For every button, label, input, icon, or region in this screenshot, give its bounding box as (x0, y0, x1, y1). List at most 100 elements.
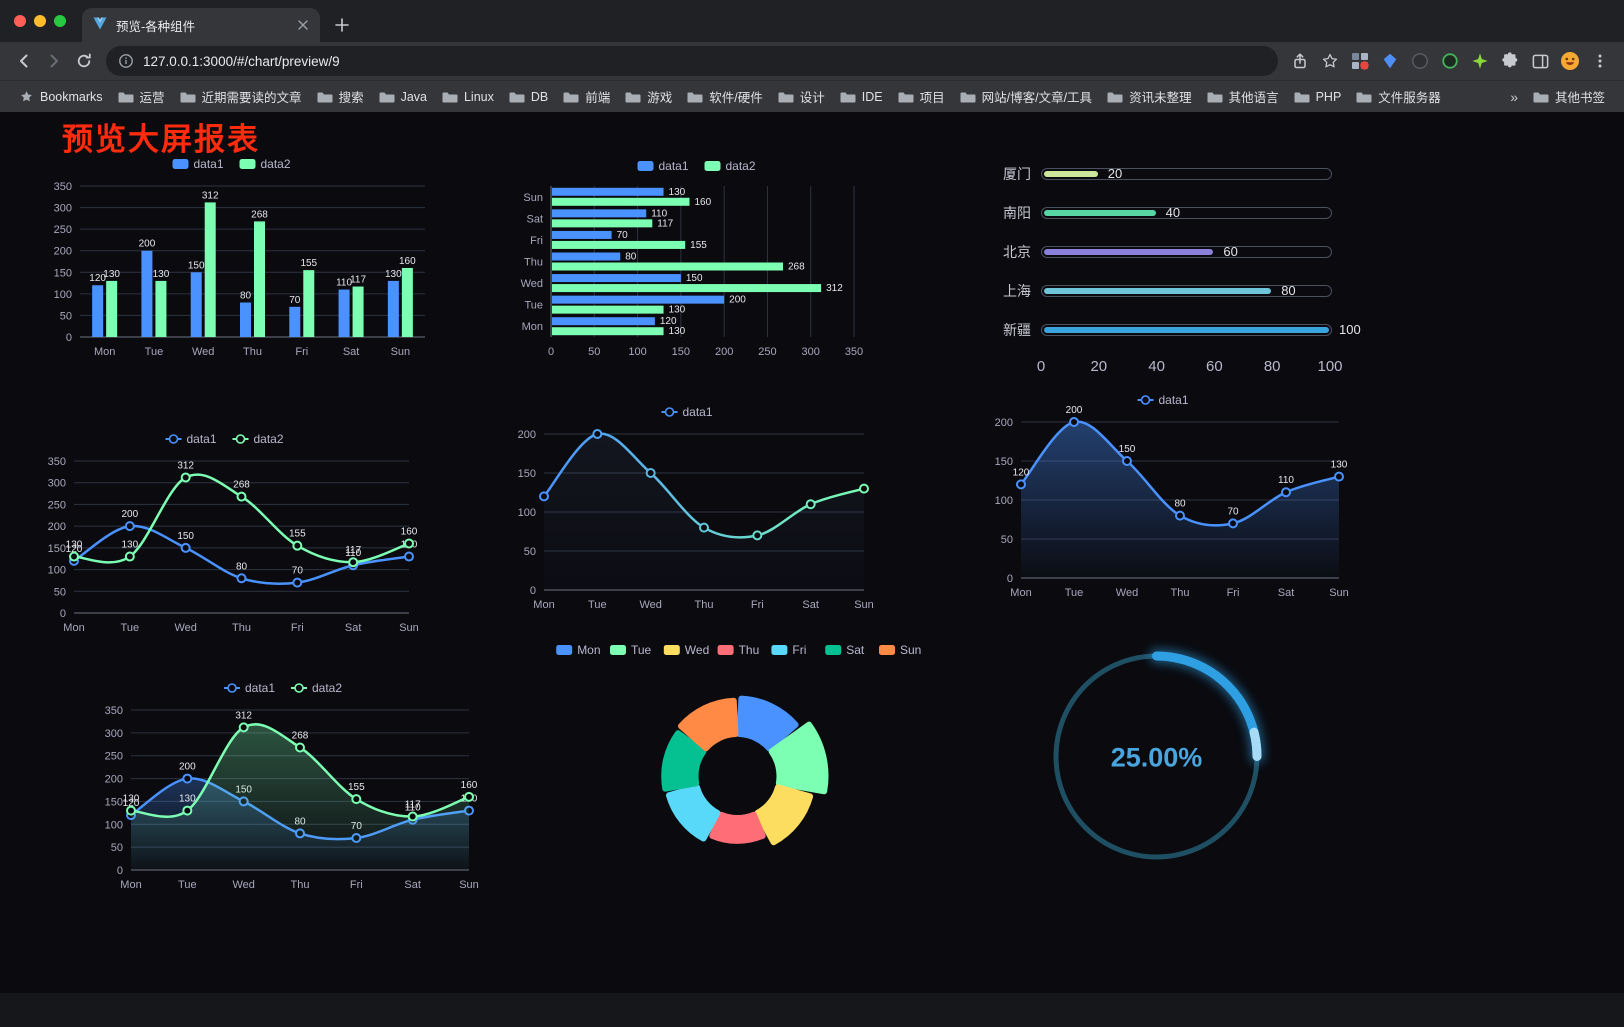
bookmark-folder[interactable]: 游戏 (618, 83, 679, 110)
bookmark-folder[interactable]: 其他语言 (1200, 83, 1286, 110)
data-point (404, 551, 414, 562)
bookmark-label: 网站/博客/文章/工具 (981, 91, 1093, 105)
profile-avatar[interactable] (1556, 47, 1584, 75)
bar (552, 197, 690, 206)
bookmark-folder[interactable]: 文件服务器 (1349, 83, 1448, 110)
bookmark-folder[interactable]: IDE (833, 86, 890, 108)
bar (240, 302, 251, 337)
bookmark-folder[interactable]: DB (502, 86, 555, 108)
axis-category-label: Sat (802, 599, 819, 611)
axis-category-label: Mon (120, 879, 141, 891)
legend-item[interactable]: data1 (172, 157, 224, 171)
legend-item[interactable]: Sun (879, 643, 921, 657)
bookmarks-root-folder[interactable]: Bookmarks (12, 85, 110, 108)
bookmark-folder[interactable]: 项目 (891, 83, 952, 110)
legend-item[interactable]: data2 (704, 159, 756, 173)
back-button[interactable] (10, 47, 38, 75)
share-button[interactable] (1286, 47, 1314, 75)
axis-tick-label: 0 (548, 346, 554, 358)
pie-slice[interactable] (768, 721, 829, 795)
bar (338, 289, 350, 337)
address-bar[interactable]: 127.0.0.1:3000/#/chart/preview/9 (106, 46, 1278, 76)
bookmark-folder[interactable]: 近期需要读的文章 (173, 83, 309, 110)
legend-item[interactable]: Thu (717, 643, 760, 657)
value-label: 70 (289, 295, 301, 306)
axis-category-label: Sun (399, 622, 419, 634)
legend-item[interactable]: Tue (610, 643, 652, 657)
pie-slice[interactable] (677, 697, 739, 752)
legend-item[interactable]: Sat (825, 643, 865, 657)
bookmark-folder[interactable]: 软件/硬件 (680, 83, 769, 110)
legend-item[interactable]: data1 (224, 681, 275, 695)
value-label: 268 (292, 730, 309, 741)
axis-tick-label: 200 (105, 774, 123, 786)
extensions-menu-button[interactable] (1496, 47, 1524, 75)
extension-gem-button[interactable] (1376, 47, 1404, 75)
data-point (182, 805, 193, 816)
pie-slice[interactable] (661, 730, 707, 792)
pie-slice[interactable] (709, 811, 766, 844)
legend-item[interactable]: Wed (663, 643, 709, 657)
axis-category-label: Wed (232, 879, 254, 891)
bookmark-folder[interactable]: 设计 (771, 83, 832, 110)
bookmark-folder[interactable]: 搜索 (310, 83, 371, 110)
legend-item[interactable]: Mon (556, 643, 601, 657)
bookmark-folder[interactable]: Linux (435, 86, 501, 108)
legend-label: data2 (726, 159, 756, 173)
legend-item[interactable]: data1 (661, 405, 713, 419)
zoom-window-button[interactable] (54, 15, 66, 27)
extension-green-button[interactable] (1436, 47, 1464, 75)
bookmarks-bar: Bookmarks 运营 近期需要读的文章 搜索 Java Linux DB 前端 游戏 软件/… (0, 80, 1624, 112)
forward-button[interactable] (40, 47, 68, 75)
axis-category-label: Wed (521, 278, 543, 290)
extension-star-button[interactable] (1466, 47, 1494, 75)
legend-label: data1 (1159, 393, 1189, 407)
extension-grid-button[interactable] (1346, 47, 1374, 75)
reload-button[interactable] (70, 47, 98, 75)
legend-item[interactable]: data2 (232, 432, 284, 446)
pie-slice[interactable] (665, 784, 721, 842)
bar (552, 327, 664, 336)
value-label: 70 (292, 566, 304, 577)
axis-category-label: Fri (291, 622, 304, 634)
bookmark-page-button[interactable] (1316, 47, 1344, 75)
axis-tick-label: 350 (845, 346, 863, 358)
bookmark-folder[interactable]: 资讯未整理 (1100, 83, 1199, 110)
axis-tick-label: 200 (54, 246, 72, 258)
legend-item[interactable]: data1 (165, 432, 217, 446)
bookmark-folder[interactable]: 前端 (556, 83, 617, 110)
pie-slice[interactable] (736, 695, 799, 752)
browser-menu-button[interactable] (1586, 47, 1614, 75)
legend-item[interactable]: data1 (1137, 393, 1189, 407)
browser-toolbar: 127.0.0.1:3000/#/chart/preview/9 (0, 42, 1624, 80)
star-icon (21, 91, 32, 102)
legend-item[interactable]: data1 (637, 159, 689, 173)
legend-item[interactable]: Fri (771, 643, 806, 657)
pie-slice[interactable] (754, 784, 814, 846)
bookmark-folder[interactable]: PHP (1287, 86, 1349, 108)
minimize-window-button[interactable] (34, 15, 46, 27)
bookmark-folder[interactable]: Java (372, 86, 434, 108)
value-label: 155 (690, 240, 707, 251)
legend-item[interactable]: data2 (291, 681, 342, 695)
extension-dark-button[interactable] (1406, 47, 1434, 75)
data-point (1334, 471, 1344, 482)
value-label: 110 (345, 548, 361, 559)
data-point (859, 483, 869, 494)
close-window-button[interactable] (14, 15, 26, 27)
bookmark-folder[interactable]: 运营 (111, 83, 172, 110)
data-point (407, 811, 418, 822)
bookmark-folder[interactable]: 网站/博客/文章/工具 (953, 83, 1099, 110)
side-panel-button[interactable] (1526, 47, 1554, 75)
axis-category-label: Mon (533, 599, 554, 611)
value-label: 312 (826, 283, 843, 294)
browser-tab[interactable]: 预览-各种组件 (82, 8, 320, 42)
site-info-icon[interactable] (118, 53, 134, 69)
legend-item[interactable]: data2 (239, 157, 291, 171)
other-bookmarks-folder[interactable]: 其他书签 (1526, 83, 1612, 110)
progress-value: 80 (1281, 283, 1296, 298)
tab-close-icon[interactable] (294, 16, 312, 34)
new-tab-button[interactable] (328, 11, 356, 39)
value-label: 312 (235, 710, 252, 721)
bookmarks-overflow-button[interactable]: » (1510, 88, 1518, 105)
